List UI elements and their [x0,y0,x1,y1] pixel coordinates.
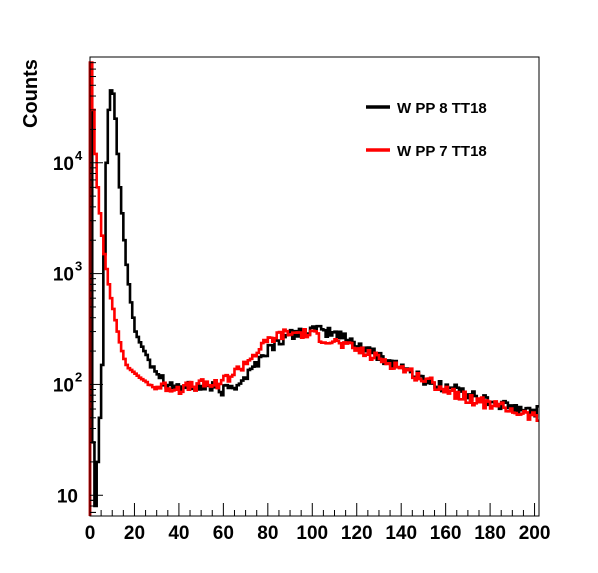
y-tick-label: 10 [57,486,78,507]
y-axis-title: Counts [20,59,42,128]
legend-label-series-2: W PP 7 TT18 [397,143,487,160]
x-tick-label: 120 [341,523,373,544]
plot-frame [89,56,540,517]
y-tick-label: 10 [53,375,74,396]
x-tick-label: 60 [213,523,234,544]
x-tick-label: 40 [168,523,189,544]
x-tick-label: 80 [257,523,278,544]
y-tick-exponent: 2 [75,369,82,384]
series-layer [88,61,539,516]
x-tick-label: 160 [430,523,462,544]
legend-label-series-1: W PP 8 TT18 [397,100,487,117]
y-tick-label: 10 [53,265,74,286]
x-tick-label: 100 [296,523,328,544]
x-tick-label: 200 [519,523,551,544]
x-tick-label: 20 [124,523,145,544]
x-tick-label: 140 [385,523,417,544]
x-tick-label: 0 [85,523,96,544]
y-tick-exponent: 3 [75,259,82,274]
y-tick-label: 10 [53,154,74,175]
legend: W PP 8 TT18 W PP 7 TT18 [366,100,487,160]
series-2-line [88,61,539,516]
x-tick-label: 180 [474,523,506,544]
y-tick-exponent: 4 [75,148,83,163]
